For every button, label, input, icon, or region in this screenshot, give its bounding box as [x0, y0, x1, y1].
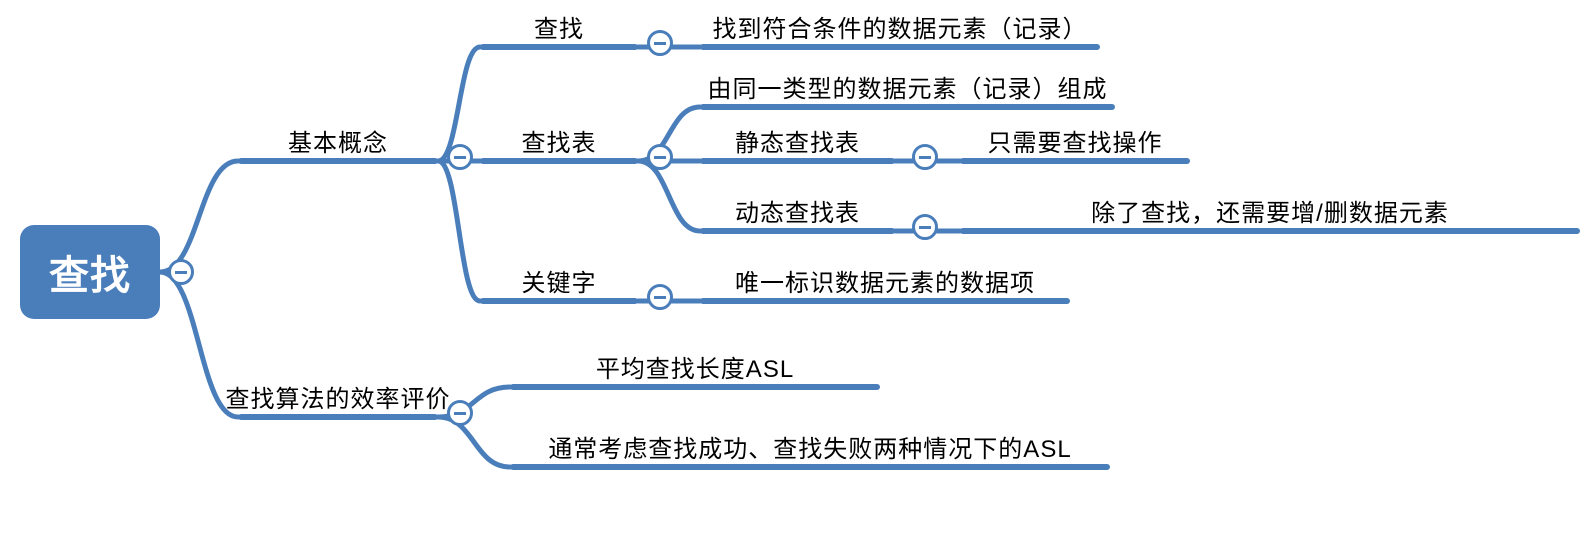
node-underline — [480, 158, 638, 164]
node-underline — [480, 298, 638, 304]
node-find-matching-element[interactable]: 找到符合条件的数据元素（记录） — [700, 8, 1100, 50]
collapse-toggle-dynamic-table[interactable] — [912, 214, 938, 240]
node-keyword[interactable]: 关键字 — [480, 262, 638, 304]
node-static-search-table[interactable]: 静态查找表 — [700, 122, 895, 164]
node-underline — [700, 104, 1115, 110]
node-search[interactable]: 查找 — [480, 8, 638, 50]
minus-icon — [454, 412, 466, 415]
node-underline — [700, 228, 895, 234]
root-node[interactable]: 查找 — [20, 225, 160, 319]
node-underline — [700, 298, 1070, 304]
node-search-table[interactable]: 查找表 — [480, 122, 638, 164]
node-dynamic-search-table[interactable]: 动态查找表 — [700, 192, 895, 234]
minus-icon — [175, 271, 187, 274]
node-underline — [960, 228, 1580, 234]
node-underline — [510, 384, 880, 390]
node-underline — [700, 158, 895, 164]
node-underline — [700, 44, 1100, 50]
collapse-toggle-search-table[interactable] — [647, 144, 673, 170]
node-underline — [510, 464, 1110, 470]
node-basic-concepts[interactable]: 基本概念 — [238, 122, 438, 164]
node-underline — [960, 158, 1190, 164]
collapse-toggle-static-table[interactable] — [912, 144, 938, 170]
collapse-toggle-root[interactable] — [168, 259, 194, 285]
root-label: 查找 — [49, 243, 131, 301]
node-only-search-ops[interactable]: 只需要查找操作 — [960, 122, 1190, 164]
node-underline — [480, 44, 638, 50]
minus-icon — [654, 156, 666, 159]
node-success-fail-asl[interactable]: 通常考虑查找成功、查找失败两种情况下的ASL — [510, 428, 1110, 470]
collapse-toggle-search[interactable] — [647, 30, 673, 56]
node-efficiency-evaluation[interactable]: 查找算法的效率评价 — [238, 378, 438, 420]
minus-icon — [919, 226, 931, 229]
mindmap-canvas: 查找 基本概念 查找算法的效率评价 查找 查找表 关键字 找到符合条件的数据元素… — [0, 0, 1585, 541]
minus-icon — [654, 42, 666, 45]
collapse-toggle-basic-concepts[interactable] — [447, 144, 473, 170]
minus-icon — [454, 156, 466, 159]
minus-icon — [654, 296, 666, 299]
collapse-toggle-efficiency[interactable] — [447, 400, 473, 426]
node-underline — [238, 158, 438, 164]
node-underline — [238, 414, 438, 420]
node-same-type-elements[interactable]: 由同一类型的数据元素（记录）组成 — [700, 68, 1115, 110]
collapse-toggle-keyword[interactable] — [647, 284, 673, 310]
minus-icon — [919, 156, 931, 159]
node-asl[interactable]: 平均查找长度ASL — [510, 348, 880, 390]
node-insert-delete-ops[interactable]: 除了查找，还需要增/删数据元素 — [960, 192, 1580, 234]
node-unique-identifier[interactable]: 唯一标识数据元素的数据项 — [700, 262, 1070, 304]
